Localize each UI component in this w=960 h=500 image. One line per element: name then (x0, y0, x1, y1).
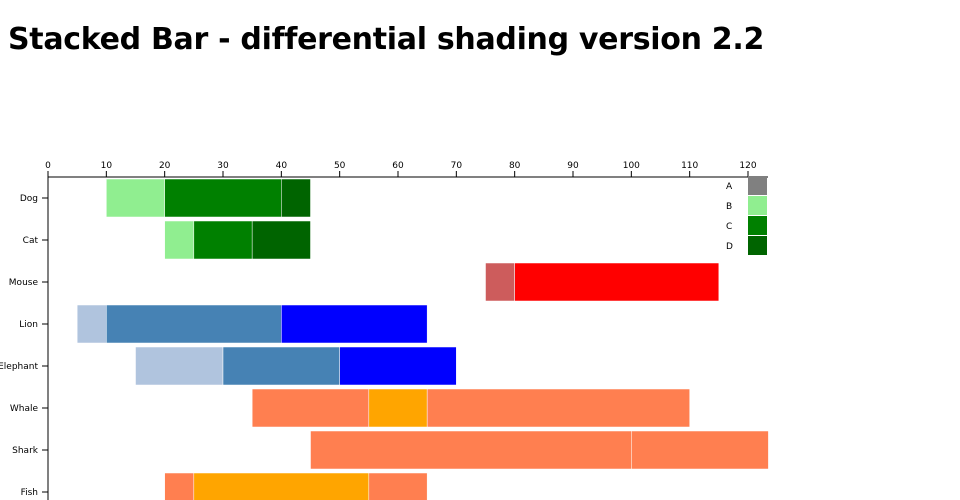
legend-label: A (726, 182, 733, 192)
x-tick: 20 (159, 161, 171, 177)
x-tick-label: 0 (45, 161, 51, 171)
bar-segment (164, 220, 195, 260)
bar-segment (164, 178, 282, 218)
bar-segment (193, 220, 253, 260)
x-axis: 0 10 20 30 40 50 60 70 80 90 100 110 120 (45, 161, 768, 178)
category-label: Fish (21, 488, 38, 498)
y-axis: Dog Cat Mouse Lion Elephant Whale Shark Fish (0, 177, 49, 500)
x-tick-label: 70 (451, 161, 463, 171)
bar-segment (310, 430, 632, 470)
bar-segment (485, 262, 515, 302)
category-label: Whale (10, 404, 39, 414)
x-tick: 80 (509, 161, 521, 177)
bar-segment (339, 346, 457, 386)
legend-swatch (748, 196, 767, 215)
bars (76, 178, 769, 500)
bar-segment (426, 388, 690, 428)
category-label: Cat (23, 236, 39, 246)
x-tick: 30 (217, 161, 229, 177)
legend-item: B (726, 196, 767, 215)
legend-label: C (726, 222, 732, 232)
bar-segment (281, 178, 311, 218)
bar-segment (193, 472, 370, 500)
legend-item: A (726, 176, 767, 195)
x-tick: 0 (45, 161, 51, 177)
bar-segment (106, 178, 165, 218)
x-tick-label: 60 (392, 161, 404, 171)
bar-segment (76, 304, 107, 344)
category-label: Lion (19, 320, 38, 330)
x-tick-label: 120 (739, 161, 756, 171)
bar-row-cat (164, 220, 311, 260)
legend-item: C (726, 216, 767, 235)
bar-row-lion (76, 304, 428, 344)
x-tick-label: 20 (159, 161, 171, 171)
legend-swatch (748, 176, 767, 195)
x-tick: 120 (739, 161, 757, 177)
bar-row-shark (310, 430, 769, 470)
bar-segment (106, 304, 282, 344)
x-tick: 90 (567, 161, 579, 177)
x-tick-label: 50 (334, 161, 346, 171)
x-tick: 70 (451, 161, 463, 177)
x-tick-label: 30 (217, 161, 229, 171)
x-tick-label: 90 (567, 161, 579, 171)
bar-segment (281, 304, 428, 344)
bar-segment (135, 346, 224, 386)
x-tick: 40 (276, 161, 288, 177)
category-labels: Dog Cat Mouse Lion Elephant Whale Shark Fish (0, 194, 39, 498)
x-tick: 110 (681, 161, 699, 177)
x-tick-label: 40 (276, 161, 288, 171)
bar-segment (514, 262, 720, 302)
category-label: Shark (12, 446, 39, 456)
bar-segment (251, 220, 311, 260)
page-title: Stacked Bar - differential shading versi… (8, 22, 765, 57)
bar-segment (251, 388, 370, 428)
bar-row-fish (164, 472, 428, 500)
legend-item: D (726, 236, 767, 255)
bar-segment (222, 346, 340, 386)
x-tick-label: 80 (509, 161, 521, 171)
bar-row-elephant (135, 346, 457, 386)
bar-segment (164, 472, 195, 500)
x-tick: 50 (334, 161, 346, 177)
bar-segment (631, 430, 769, 470)
legend-label: D (726, 242, 733, 252)
x-tick-label: 110 (681, 161, 698, 171)
x-tick: 60 (392, 161, 404, 177)
category-label: Mouse (9, 278, 39, 288)
category-label: Elephant (0, 362, 38, 372)
x-tick-label: 10 (101, 161, 113, 171)
x-tick-label: 100 (623, 161, 640, 171)
x-tick: 100 (623, 161, 640, 177)
legend-label: B (726, 202, 732, 212)
bar-row-mouse (485, 262, 720, 302)
bar-row-whale (251, 388, 690, 428)
category-label: Dog (20, 194, 38, 204)
x-tick: 10 (101, 161, 113, 177)
bar-segment (368, 472, 428, 500)
legend-swatch (748, 236, 767, 255)
bar-row-dog (106, 178, 311, 218)
legend-swatch (748, 216, 767, 235)
bar-segment (368, 388, 428, 428)
